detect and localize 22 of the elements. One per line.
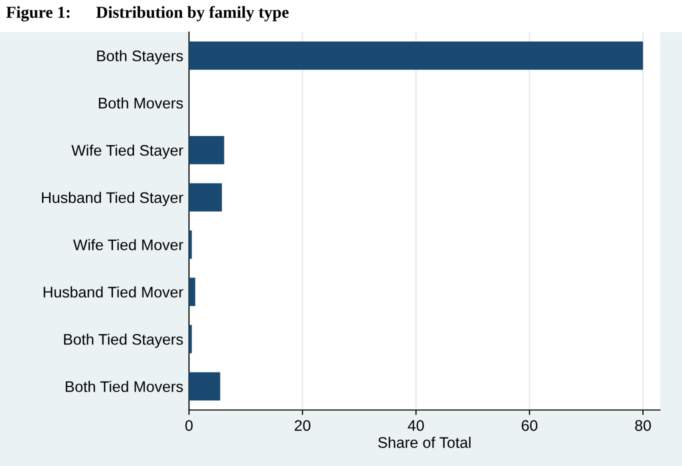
x-tick-label: 60 [522,420,538,431]
y-tick-label: Both Tied Stayers [64,334,183,348]
y-tick-label: Both Tied Movers [66,380,183,392]
y-tick-label: Both Movers [98,97,183,109]
y-tick-label: Wife Tied Mover [73,239,184,250]
y-tick-label: Wife Tied Stayer [71,144,184,159]
y-tick-label: Both Stayers [97,50,183,64]
bar [189,41,643,70]
x-tick-label: 0 [185,420,193,431]
bar [189,183,222,212]
bar [189,136,224,164]
bar [189,278,196,306]
x-tick-label: 20 [294,420,310,431]
chart-title: Figure 1: Distribution by family type [6,6,289,22]
x-tick-label: 80 [635,420,651,431]
bar [189,324,192,354]
bar [189,372,220,401]
x-tick-label: 40 [408,420,424,431]
y-tick-label: Husband Tied Stayer [42,192,184,206]
y-tick-label: Husband Tied Mover [44,286,184,298]
x-axis-title: Share of Total [378,436,470,448]
bar [189,230,192,259]
